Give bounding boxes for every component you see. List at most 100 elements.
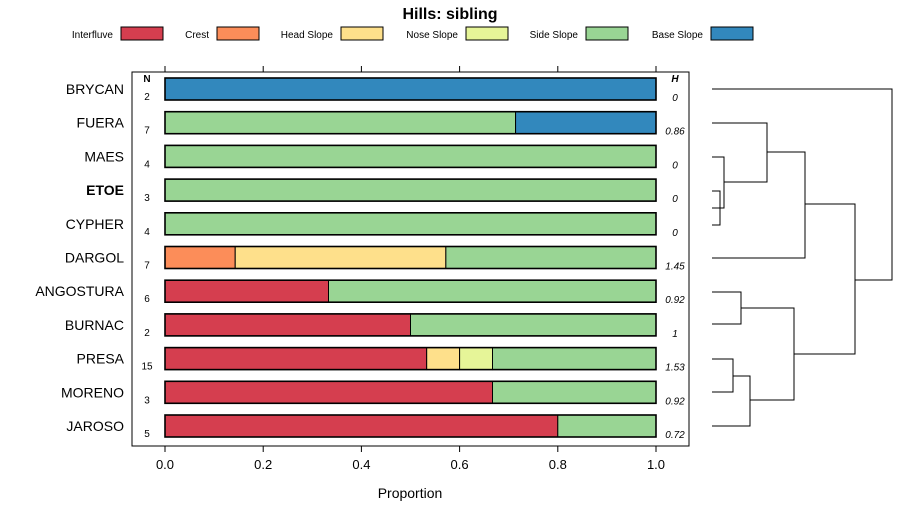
dendrogram-branch-7 [712,375,751,427]
n-header: N [143,74,150,85]
row-n-value: 4 [144,227,150,238]
bar-segment-head-slope [234,246,447,269]
row-h-value: 0 [672,93,678,104]
bar-row-angostura: ANGOSTURA 6 0.92 [35,279,685,306]
row-n-value: 2 [144,328,150,339]
bar-outline [164,110,657,135]
row-n-value: 3 [144,193,150,204]
row-h-value: 0 [672,160,678,171]
x-tick-label: 0.4 [352,457,370,472]
h-header: H [671,74,679,85]
bar-outline [164,144,657,169]
x-tick-label: 1.0 [647,457,665,472]
x-tick-label: 0.6 [451,457,469,472]
bar-segment-interfluve [164,347,428,371]
row-n-value: 7 [144,261,150,272]
row-h-value: 0 [672,194,678,205]
dendrogram-branch-5 [712,291,742,325]
legend: Interfluve Crest Head Slope Nose Slope Side … [72,26,754,41]
legend-label-interfluve: Interfluve [72,30,114,41]
bar-row-moreno: MORENO 3 0.92 [61,380,685,407]
dendrogram [712,88,893,427]
row-h-value: 0.86 [665,127,685,138]
dendrogram-branch-4 [712,151,806,259]
dendrogram-branch-8 [741,307,795,401]
bar-row-cypher: CYPHER 4 0 [66,212,678,239]
bar-segment-side-slope [164,178,657,202]
bar-row-presa: PRESA 15 1.53 [77,346,685,374]
legend-swatch-crest [216,26,260,41]
x-tick-label: 0.2 [254,457,272,472]
row-label: PRESA [77,351,125,367]
bar-segment-side-slope [328,279,657,303]
bar-segment-side-slope [492,347,657,371]
bar-segment-base-slope [164,77,657,101]
row-n-value: 6 [144,294,150,305]
row-label: MORENO [61,384,124,400]
legend-swatch-interfluve [120,26,164,41]
bar-outline [164,77,657,101]
dendrogram-branch-9 [794,203,856,355]
bar-segment-side-slope [410,313,657,337]
dendrogram-branch-3 [712,122,768,183]
bar-rows: BRYCAN 2 0 FUERA 7 0.86 MAES 4 0 ETOE 3 0 CYPHER 4 0 DA… [35,77,685,441]
bar-segment-nose-slope [459,347,494,371]
legend-label-nose-slope: Nose Slope [406,30,458,41]
dendrogram-branch-10 [712,88,893,281]
bar-outline [164,245,657,270]
row-h-value: 0.72 [665,430,685,441]
bar-segment-crest [164,246,236,269]
bar-outline [164,313,657,337]
row-n-value: 15 [141,362,153,373]
row-h-value: 0.92 [665,295,685,306]
row-h-value: 0.92 [665,396,685,407]
bar-segment-side-slope [492,380,657,404]
bar-row-burnac: BURNAC 2 1 [65,313,678,340]
bar-segment-side-slope [445,246,657,269]
legend-label-base-slope: Base Slope [652,30,704,41]
bar-outline [164,414,657,438]
row-n-value: 5 [144,429,150,440]
legend-swatch-base-slope [710,26,754,41]
bar-row-jaroso: JAROSO 5 0.72 [66,414,685,441]
bar-row-fuera: FUERA 7 0.86 [77,110,685,138]
dendrogram-branch-2 [712,190,721,226]
row-h-value: 0 [672,228,678,239]
bar-segment-side-slope [164,111,517,135]
row-h-value: 1.53 [665,363,685,374]
plot-area [131,71,690,447]
row-n-value: 4 [144,159,150,170]
legend-swatch-head-slope [340,26,384,41]
row-label: BRYCAN [66,81,124,97]
row-label: BURNAC [65,317,124,333]
row-label: ANGOSTURA [35,283,124,299]
row-n-value: 3 [144,395,150,406]
legend-swatch-nose-slope [465,26,509,41]
bar-row-dargol: DARGOL 7 1.45 [65,245,685,273]
row-n-value: 7 [144,126,150,137]
row-label: FUERA [77,115,125,131]
dendrogram-branch-6 [712,358,734,393]
bar-outline [164,346,657,371]
dendrogram-branch-1 [712,156,725,209]
bar-segment-base-slope [515,111,657,135]
plot-frame [131,71,690,447]
bar-row-maes: MAES 4 0 [84,144,678,171]
chart-title: Hills: sibling [402,6,497,23]
legend-label-crest: Crest [185,30,209,41]
legend-swatch-side-slope [585,26,629,41]
legend-label-side-slope: Side Slope [530,30,579,41]
bar-row-brycan: BRYCAN 2 0 [66,77,678,104]
legend-label-head-slope: Head Slope [281,30,334,41]
row-h-value: 1 [672,329,678,340]
row-label: JAROSO [66,418,124,434]
bar-segment-interfluve [164,313,411,337]
bar-outline [164,279,657,304]
row-n-value: 2 [144,92,150,103]
x-axis-title: Proportion [378,485,443,501]
bar-outline [164,212,657,236]
bar-outline [164,178,657,202]
bar-row-etoe: ETOE 3 0 [86,178,678,205]
x-axis: 0.0 0.2 0.4 0.6 0.8 1.0 [156,66,665,472]
